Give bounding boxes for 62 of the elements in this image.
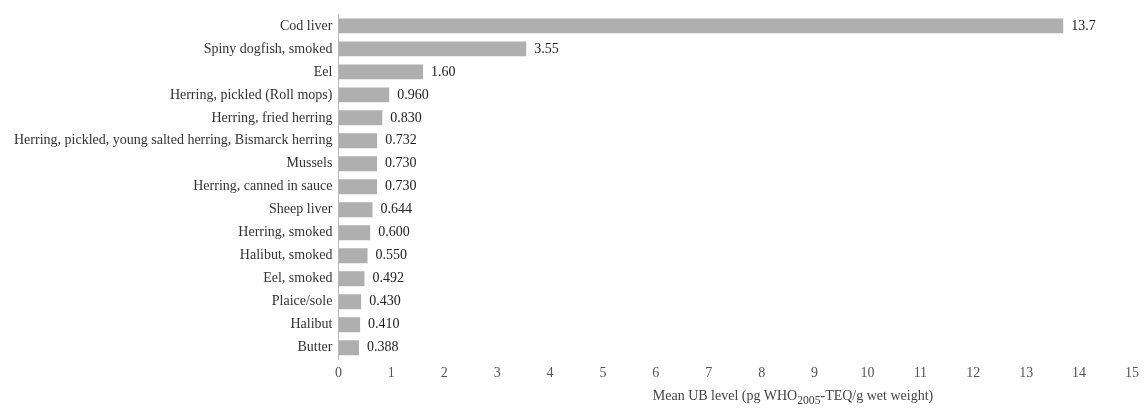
x-tick-label: 12	[966, 365, 981, 381]
x-tick-label: 5	[599, 365, 607, 381]
bar	[338, 202, 373, 218]
y-tick-label: Herring, canned in sauce	[193, 178, 333, 194]
x-tick-label: 9	[811, 365, 819, 381]
bar	[338, 225, 371, 241]
data-label: 0.644	[380, 201, 412, 217]
bar	[338, 64, 424, 80]
data-label: 0.550	[375, 247, 408, 263]
bar	[338, 41, 527, 57]
y-tick-label: Cod liver	[279, 17, 333, 33]
data-label: 0.730	[385, 155, 417, 171]
bar	[338, 133, 378, 149]
x-tick-label: 4	[546, 365, 554, 381]
x-tick-label: 8	[758, 365, 766, 381]
bar	[338, 340, 359, 356]
bar	[338, 18, 1064, 34]
bar	[338, 271, 365, 287]
y-tick-label: Herring, pickled, young salted herring, Bismarck herring	[13, 132, 333, 148]
x-tick-label: 6	[652, 365, 660, 381]
y-tick-label: Eel	[313, 63, 333, 79]
y-tick-label: Herring, pickled (Roll mops)	[169, 86, 333, 103]
y-tick-label: Eel, smoked	[263, 270, 333, 286]
y-tick-label: Spiny dogfish, smoked	[203, 40, 333, 56]
y-tick-label: Butter	[297, 339, 333, 355]
data-label: 1.60	[431, 63, 456, 79]
data-label: 0.600	[378, 224, 410, 240]
x-tick-label: 14	[1072, 365, 1087, 381]
x-axis-title: Mean UB level (pg WHO$_{2005}$-TEQ/g wet weight)	[651, 388, 935, 407]
data-label: 0.430	[369, 293, 401, 309]
y-tick-label: Herring, fried herring	[211, 109, 333, 125]
data-label: 13.7	[1071, 17, 1096, 33]
y-tick-label: Halibut, smoked	[239, 247, 333, 263]
data-label: 0.410	[368, 316, 400, 332]
x-tick-label: 2	[440, 365, 448, 381]
bar	[338, 156, 378, 172]
x-tick-label: 13	[1019, 365, 1034, 381]
bar	[338, 248, 368, 264]
y-tick-label: Herring, smoked	[238, 224, 333, 240]
y-tick-label: Halibut	[290, 316, 333, 332]
y-tick-label: Mussels	[286, 155, 333, 171]
data-label: 3.55	[534, 40, 559, 56]
data-label: 0.492	[372, 270, 404, 286]
x-tick-label: 1	[387, 365, 395, 381]
data-label: 0.730	[385, 178, 417, 194]
x-tick-label: 0	[334, 365, 342, 381]
bar	[338, 317, 361, 333]
data-label: 0.830	[390, 109, 422, 125]
bar	[338, 179, 378, 195]
bar	[338, 294, 362, 310]
y-tick-label: Sheep liver	[269, 201, 333, 217]
y-tick-label: Plaice/sole	[271, 293, 333, 309]
data-label: 0.732	[385, 132, 417, 148]
bar	[338, 110, 383, 126]
x-tick-label: 3	[493, 365, 501, 381]
x-tick-label: 7	[705, 365, 713, 381]
data-label: 0.388	[366, 339, 399, 355]
x-tick-label: 11	[913, 365, 928, 381]
data-label: 0.960	[397, 86, 429, 102]
x-tick-label: 10	[860, 365, 875, 381]
bar	[338, 87, 390, 103]
x-tick-label: 15	[1125, 365, 1139, 381]
